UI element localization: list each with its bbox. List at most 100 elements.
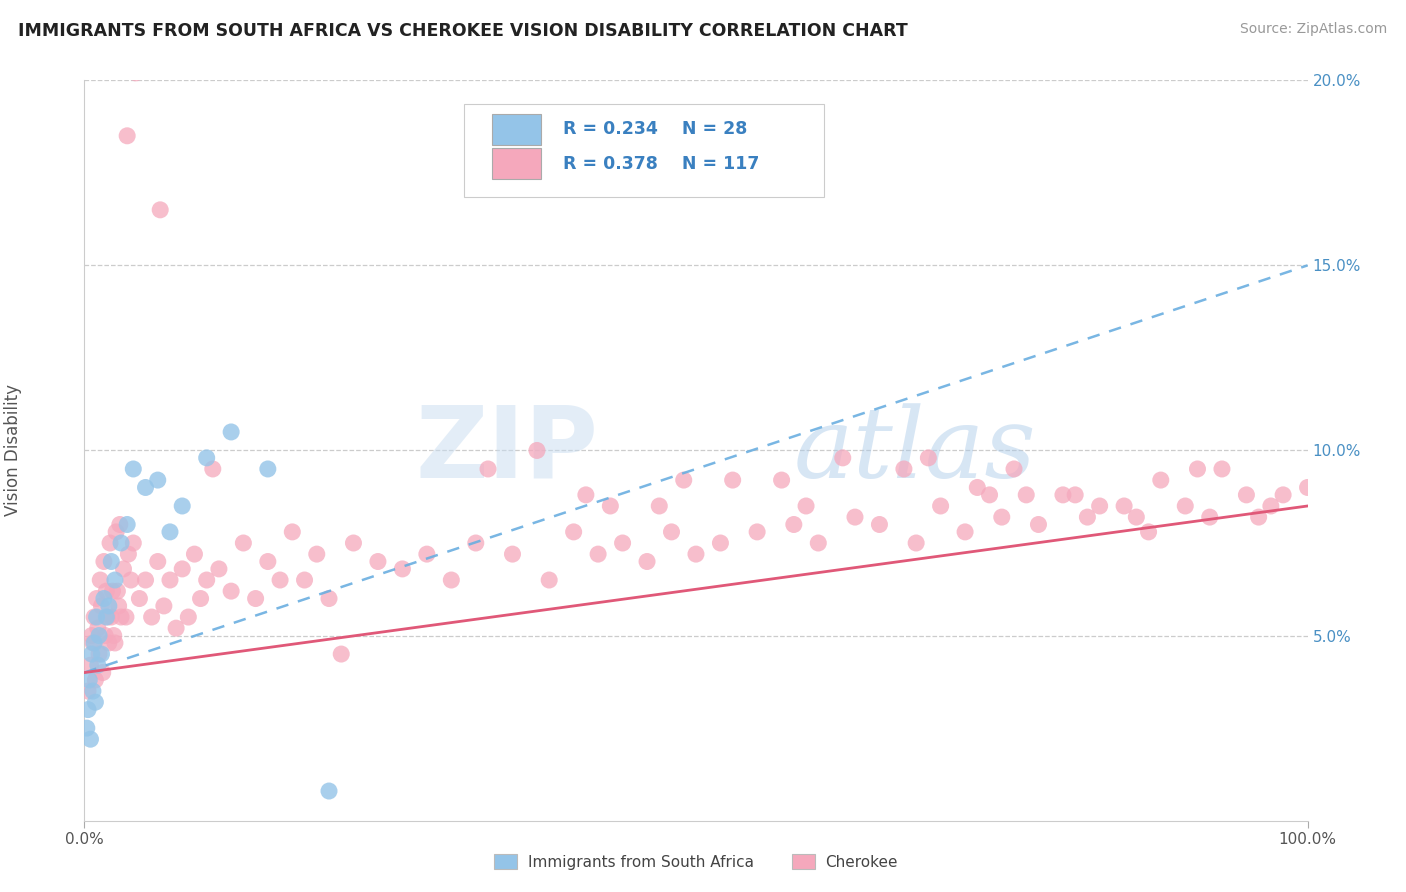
Point — [177, 610, 200, 624]
Point — [245, 591, 267, 606]
Point — [1247, 510, 1270, 524]
Point — [391, 562, 413, 576]
Point — [100, 555, 122, 569]
Point — [586, 547, 609, 561]
Point — [330, 647, 353, 661]
Point — [84, 695, 107, 709]
Point — [672, 473, 695, 487]
Point — [966, 480, 988, 494]
Point — [1260, 499, 1282, 513]
Point — [257, 462, 280, 476]
Point — [464, 536, 486, 550]
Point — [1187, 462, 1209, 476]
Point — [83, 610, 105, 624]
Point — [84, 673, 107, 687]
Point — [869, 517, 891, 532]
Point — [101, 584, 124, 599]
Point — [190, 591, 212, 606]
Point — [575, 488, 598, 502]
Point — [416, 547, 439, 561]
Point — [502, 547, 524, 561]
Point — [141, 610, 163, 624]
Point — [86, 591, 108, 606]
Text: IMMIGRANTS FROM SOUTH AFRICA VS CHEROKEE VISION DISABILITY CORRELATION CHART: IMMIGRANTS FROM SOUTH AFRICA VS CHEROKEE… — [18, 22, 908, 40]
Point — [165, 621, 187, 635]
Point — [79, 732, 101, 747]
Point — [257, 555, 280, 569]
Point — [612, 536, 634, 550]
Point — [159, 573, 181, 587]
Point — [1174, 499, 1197, 513]
Point — [783, 517, 806, 532]
Point — [709, 536, 731, 550]
Point — [115, 610, 138, 624]
Point — [1088, 499, 1111, 513]
Point — [953, 524, 976, 539]
Point — [367, 555, 389, 569]
Point — [122, 462, 145, 476]
Point — [87, 628, 110, 642]
Point — [991, 510, 1014, 524]
Point — [599, 499, 621, 513]
Point — [477, 462, 499, 476]
Point — [80, 647, 103, 661]
Point — [305, 547, 328, 561]
Point — [905, 536, 928, 550]
Point — [1114, 499, 1136, 513]
FancyBboxPatch shape — [464, 104, 824, 196]
Point — [770, 473, 793, 487]
Y-axis label: Vision Disability: Vision Disability — [4, 384, 22, 516]
Point — [721, 473, 744, 487]
Point — [1150, 473, 1173, 487]
Point — [104, 573, 127, 587]
Point — [110, 536, 132, 550]
Point — [1198, 510, 1220, 524]
Point — [979, 488, 1001, 502]
Point — [440, 573, 463, 587]
Point — [82, 684, 104, 698]
Legend: Immigrants from South Africa, Cherokee: Immigrants from South Africa, Cherokee — [488, 848, 904, 876]
Point — [82, 636, 104, 650]
Point — [115, 517, 138, 532]
Point — [648, 499, 671, 513]
Point — [93, 591, 115, 606]
Point — [97, 599, 120, 613]
Point — [105, 584, 128, 599]
Point — [219, 425, 242, 439]
Point — [91, 665, 114, 680]
Point — [120, 573, 142, 587]
Point — [97, 636, 120, 650]
Point — [208, 562, 231, 576]
Point — [1211, 462, 1233, 476]
Point — [89, 573, 111, 587]
Point — [103, 628, 125, 642]
Point — [844, 510, 866, 524]
Point — [149, 202, 172, 217]
Point — [159, 524, 181, 539]
Point — [93, 555, 115, 569]
Point — [562, 524, 585, 539]
Point — [110, 610, 132, 624]
Point — [104, 636, 127, 650]
FancyBboxPatch shape — [492, 113, 541, 145]
Point — [195, 450, 218, 465]
Point — [1296, 480, 1319, 494]
Point — [1137, 524, 1160, 539]
Point — [108, 517, 131, 532]
Point — [281, 524, 304, 539]
Point — [87, 647, 110, 661]
Point — [125, 66, 148, 80]
Point — [100, 610, 122, 624]
Point — [105, 524, 128, 539]
Point — [195, 573, 218, 587]
Point — [135, 573, 157, 587]
Point — [1236, 488, 1258, 502]
Point — [98, 536, 121, 550]
Point — [172, 499, 194, 513]
Point — [90, 647, 112, 661]
Text: ZIP: ZIP — [415, 402, 598, 499]
Point — [807, 536, 830, 550]
Point — [893, 462, 915, 476]
Point — [219, 584, 242, 599]
Point — [1028, 517, 1050, 532]
